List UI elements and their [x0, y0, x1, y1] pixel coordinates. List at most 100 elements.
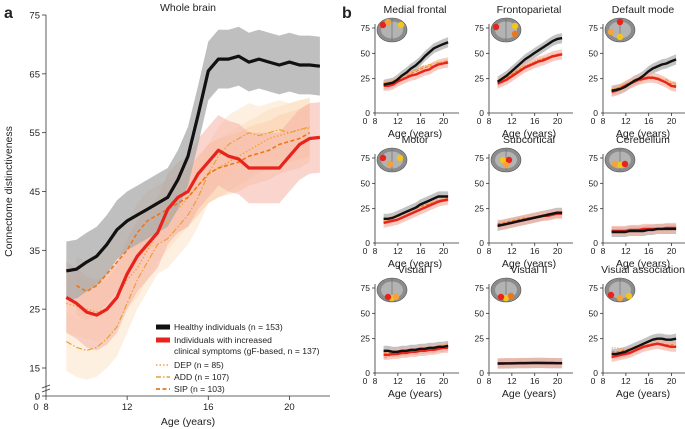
x-tick-label: 12: [393, 246, 403, 256]
legend-entry-label: ADD (n = 107): [174, 372, 229, 382]
healthy-line: [497, 211, 563, 228]
x-tick-label: 20: [553, 116, 563, 126]
y-tick-label: 75: [475, 23, 485, 33]
y-tick-label: 0: [35, 392, 40, 403]
activation-spot: [607, 28, 615, 36]
y-tick-label: 25: [361, 74, 371, 84]
brain-map-icon: [490, 17, 522, 43]
y-tick-label: 75: [589, 283, 599, 293]
panel-title: Visual II: [510, 264, 547, 276]
x-tick-label: 12: [122, 402, 133, 413]
x-tick-label: 20: [439, 376, 449, 386]
y-tick-label: 75: [361, 23, 371, 33]
x-tick-label: 0: [477, 116, 482, 126]
brain-map-icon: [604, 17, 636, 43]
panel-title: Visual I: [398, 264, 432, 276]
x-tick-label: 16: [416, 376, 426, 386]
legend-entry-label: Individuals with increased: [174, 335, 272, 345]
clinical-line: [611, 342, 677, 359]
y-tick-label: 50: [589, 308, 599, 318]
y-tick-label: 25: [589, 74, 599, 84]
network-panel-0: Medial frontal 25 50 75 00 8 12 16 20 Age (years): [361, 4, 459, 140]
panel-a-letter: a: [4, 5, 13, 22]
y-tick-label: 50: [589, 48, 599, 58]
clinical-band: [611, 338, 677, 362]
panel-b-letter: b: [342, 5, 352, 22]
clinical-line: [383, 346, 449, 357]
x-tick-label: 8: [601, 246, 606, 256]
x-tick-label: 0: [591, 246, 596, 256]
activation-spot: [616, 294, 624, 302]
network-panel-4: Subcortical 25 50 75 00 8 12 16 20 Age (years): [475, 134, 573, 270]
network-panel-5: Cerebellum 25 50 75 00 8 12 16 20 Age (years): [589, 134, 685, 270]
x-tick-label: 16: [416, 246, 426, 256]
activation-spot: [505, 156, 513, 164]
y-tick-label: 45: [29, 187, 40, 198]
panel-title: Frontoparietal: [497, 4, 562, 16]
confidence-band-1: [66, 102, 320, 351]
network-panel-1: Frontoparietal 25 50 75 00 8 12 16 20 Age (years): [475, 4, 573, 140]
x-tick-label: 0: [591, 376, 596, 386]
y-tick-label: 25: [361, 334, 371, 344]
confidence-band-0: [66, 26, 320, 301]
chart-title: Whole brain: [160, 2, 216, 14]
x-tick-label: 8: [487, 246, 492, 256]
x-tick-label: 0: [363, 116, 368, 126]
whole-brain-chart: Whole brain 0 15 25 35 45 55 65 75 0 8 12 16 20 Age (y…: [3, 2, 330, 428]
y-tick-label: 25: [361, 204, 371, 214]
activation-spot: [616, 161, 624, 169]
x-tick-label: 12: [507, 116, 517, 126]
activation-spot: [392, 293, 400, 301]
activation-spot: [492, 23, 500, 31]
activation-spot: [616, 18, 624, 26]
healthy-line: [611, 337, 677, 356]
healthy-line: [383, 195, 449, 220]
x-tick-label: 20: [284, 402, 295, 413]
x-tick-label: 8: [601, 376, 606, 386]
legend-entry-label: Healthy individuals (n = 153): [174, 322, 283, 332]
y-tick-label: 25: [29, 305, 40, 316]
add-line: [383, 59, 449, 84]
activation-spot: [502, 294, 510, 302]
legend: Healthy individuals (n = 153) Individuals…: [156, 322, 320, 394]
activation-spot: [384, 18, 392, 26]
healthy-line: [611, 227, 677, 234]
x-tick-label: 8: [487, 376, 492, 386]
y-tick-label: 75: [29, 11, 40, 22]
x-axis-label: Age (years): [502, 128, 556, 140]
x-axis-label: Age (years): [388, 128, 442, 140]
brain-map-icon: [376, 147, 408, 173]
x-tick-label: 20: [553, 246, 563, 256]
x-tick-label: 20: [667, 116, 677, 126]
x-tick-label: 12: [507, 376, 517, 386]
x-axis-label: Age (years): [388, 258, 442, 270]
clinical-line: [383, 198, 449, 225]
x-tick-label: 12: [621, 116, 631, 126]
clinical-line: [383, 61, 449, 87]
y-tick-label: 0: [365, 108, 370, 118]
y-tick-label: 75: [589, 153, 599, 163]
x-tick-label: 12: [621, 246, 631, 256]
x-tick-label: 16: [644, 246, 654, 256]
activation-spot: [396, 154, 404, 162]
x-tick-label: 12: [507, 246, 517, 256]
brain-map-icon: [376, 277, 408, 303]
y-tick-label: 0: [479, 368, 484, 378]
activation-spot: [497, 293, 505, 301]
y-tick-label: 50: [361, 308, 371, 318]
x-axis-label: Age (years): [161, 416, 215, 428]
activation-spot: [386, 160, 394, 168]
series-line-0: [66, 54, 321, 273]
activation-spot: [384, 293, 392, 301]
x-axis-label: Age (years): [616, 128, 670, 140]
y-tick-label: 75: [475, 153, 485, 163]
y-tick-label: 0: [593, 238, 598, 248]
y-tick-label: 75: [361, 283, 371, 293]
panel-title: Default mode: [612, 4, 675, 16]
activation-spot: [621, 160, 629, 168]
y-tick-label: 25: [475, 334, 485, 344]
y-tick-label: 25: [475, 204, 485, 214]
x-tick-label: 16: [530, 116, 540, 126]
y-tick-label: 0: [593, 108, 598, 118]
x-tick-label: 8: [487, 116, 492, 126]
